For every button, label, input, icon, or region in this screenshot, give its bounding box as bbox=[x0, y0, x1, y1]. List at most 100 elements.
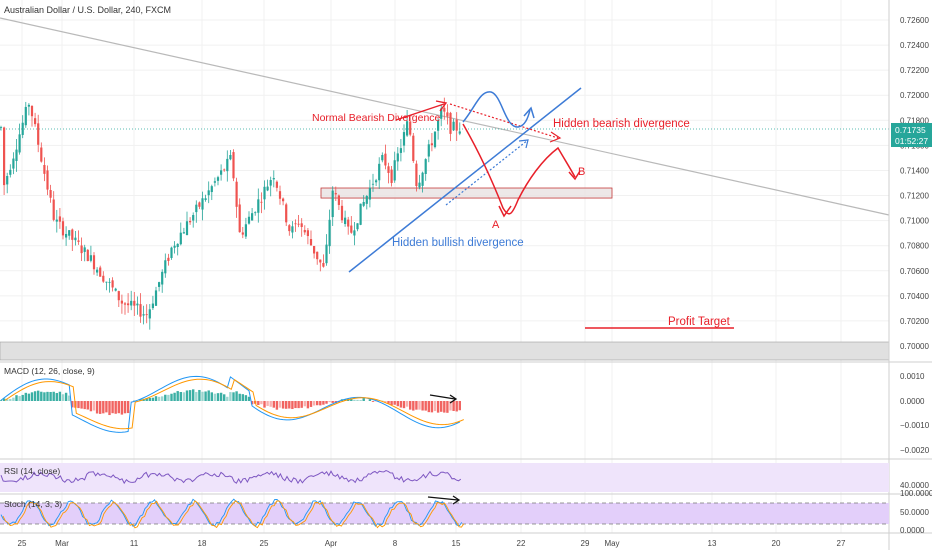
candle-body bbox=[83, 247, 86, 252]
candle-body bbox=[210, 186, 213, 193]
rsi-pane[interactable] bbox=[0, 469, 462, 485]
candle-body bbox=[418, 182, 421, 188]
candle-body bbox=[257, 199, 260, 213]
macd-bar bbox=[260, 401, 263, 405]
rsi-line bbox=[0, 469, 462, 485]
candle-body bbox=[449, 112, 452, 134]
candle-body bbox=[347, 219, 350, 227]
macd-bar bbox=[216, 393, 220, 401]
macd-bar bbox=[223, 394, 226, 401]
macd-bar bbox=[71, 401, 74, 408]
last-price-badge bbox=[891, 123, 932, 147]
macd-bar bbox=[443, 401, 446, 413]
candle-body bbox=[114, 288, 117, 291]
macd-bar bbox=[179, 392, 182, 401]
candle-body bbox=[185, 221, 189, 236]
macd-bar bbox=[210, 392, 213, 401]
normal-bearish-line[interactable] bbox=[395, 103, 445, 121]
macd-bar bbox=[185, 390, 189, 401]
candle-body bbox=[108, 281, 111, 283]
macd-label: MACD (12, 26, close, 9) bbox=[4, 366, 95, 376]
macd-bar bbox=[18, 396, 21, 401]
candle-body bbox=[244, 224, 247, 237]
macd-bar bbox=[368, 399, 372, 401]
candle-body bbox=[260, 201, 263, 203]
candle-body bbox=[371, 183, 375, 185]
candle-body bbox=[378, 163, 381, 181]
macd-bar bbox=[46, 391, 49, 401]
candle-body bbox=[52, 199, 55, 220]
macd-bar bbox=[449, 401, 452, 411]
macd-bar bbox=[430, 401, 434, 413]
blue-projection-path[interactable] bbox=[462, 91, 531, 128]
candle-body bbox=[247, 216, 251, 224]
candle-body bbox=[65, 233, 68, 238]
candle-body bbox=[421, 172, 424, 186]
price-tick: 0.71000 bbox=[900, 217, 929, 226]
macd-bar bbox=[21, 394, 24, 401]
macd-divergence-arrow[interactable] bbox=[429, 394, 456, 400]
macd-bar bbox=[139, 399, 142, 401]
blue-dotted-arrowhead bbox=[518, 139, 529, 149]
candles bbox=[0, 97, 461, 330]
rsi-band bbox=[0, 463, 889, 492]
candle-body bbox=[148, 309, 151, 319]
candle-body bbox=[362, 202, 365, 206]
candle-body bbox=[390, 169, 393, 183]
point-b-label: B bbox=[578, 166, 585, 178]
macd-bar bbox=[102, 401, 105, 414]
candle-body bbox=[37, 123, 40, 145]
candle-body bbox=[427, 144, 430, 157]
macd-bar bbox=[235, 391, 238, 401]
candle-body bbox=[0, 127, 3, 128]
candle-body bbox=[238, 204, 241, 233]
macd-bar bbox=[105, 401, 108, 413]
macd-bar bbox=[123, 401, 127, 414]
time-tick: 11 bbox=[130, 539, 139, 548]
blue-dotted-projection[interactable] bbox=[445, 139, 529, 206]
candle-body bbox=[313, 245, 316, 254]
macd-bar bbox=[424, 401, 427, 411]
candle-body bbox=[375, 180, 378, 183]
macd-bar bbox=[263, 401, 266, 408]
stoch-divergence-arrow[interactable] bbox=[427, 496, 459, 501]
candle-body bbox=[288, 225, 291, 232]
candle-body bbox=[291, 226, 294, 233]
candle-body bbox=[356, 223, 359, 230]
red-projection-path[interactable] bbox=[462, 123, 576, 215]
macd-bar bbox=[108, 401, 111, 416]
stoch-divergence-arrowhead bbox=[452, 495, 461, 505]
time-axis[interactable]: 25 Mar 11 18 25 Apr 8 15 22 29 May 13 20 27 bbox=[18, 539, 846, 548]
candle-body bbox=[430, 143, 433, 146]
macd-bar bbox=[80, 401, 83, 409]
price-tick: 0.71400 bbox=[900, 166, 929, 175]
macd-pane[interactable] bbox=[0, 375, 464, 433]
candle-body bbox=[151, 303, 154, 309]
macd-bar bbox=[198, 389, 201, 401]
macd-divergence-arrowhead bbox=[449, 394, 458, 404]
macd-bar bbox=[86, 401, 89, 410]
candle-body bbox=[285, 204, 288, 223]
candle-body bbox=[325, 244, 328, 264]
macd-bar bbox=[312, 401, 316, 406]
time-tick: 27 bbox=[837, 539, 846, 548]
candle-body bbox=[216, 177, 220, 181]
macd-bar bbox=[154, 396, 158, 401]
support-zone[interactable] bbox=[320, 187, 613, 199]
stoch-pane[interactable] bbox=[0, 498, 465, 529]
price-axis[interactable]: 0.726000.724000.722000.720000.718000.716… bbox=[900, 16, 929, 351]
hidden-bearish-line[interactable] bbox=[449, 103, 559, 139]
candle-body bbox=[189, 221, 192, 223]
price-tick: 0.72600 bbox=[900, 16, 929, 25]
candle-body bbox=[167, 257, 170, 261]
candle-body bbox=[396, 153, 399, 162]
macd-bar bbox=[244, 395, 248, 401]
hidden-bearish-arrowhead bbox=[549, 131, 562, 143]
candle-body bbox=[34, 118, 37, 125]
candle-body bbox=[9, 169, 12, 175]
candle-body bbox=[96, 269, 99, 273]
macd-bar bbox=[384, 401, 387, 402]
candle-body bbox=[282, 198, 285, 202]
uptrend-line[interactable] bbox=[348, 87, 582, 273]
